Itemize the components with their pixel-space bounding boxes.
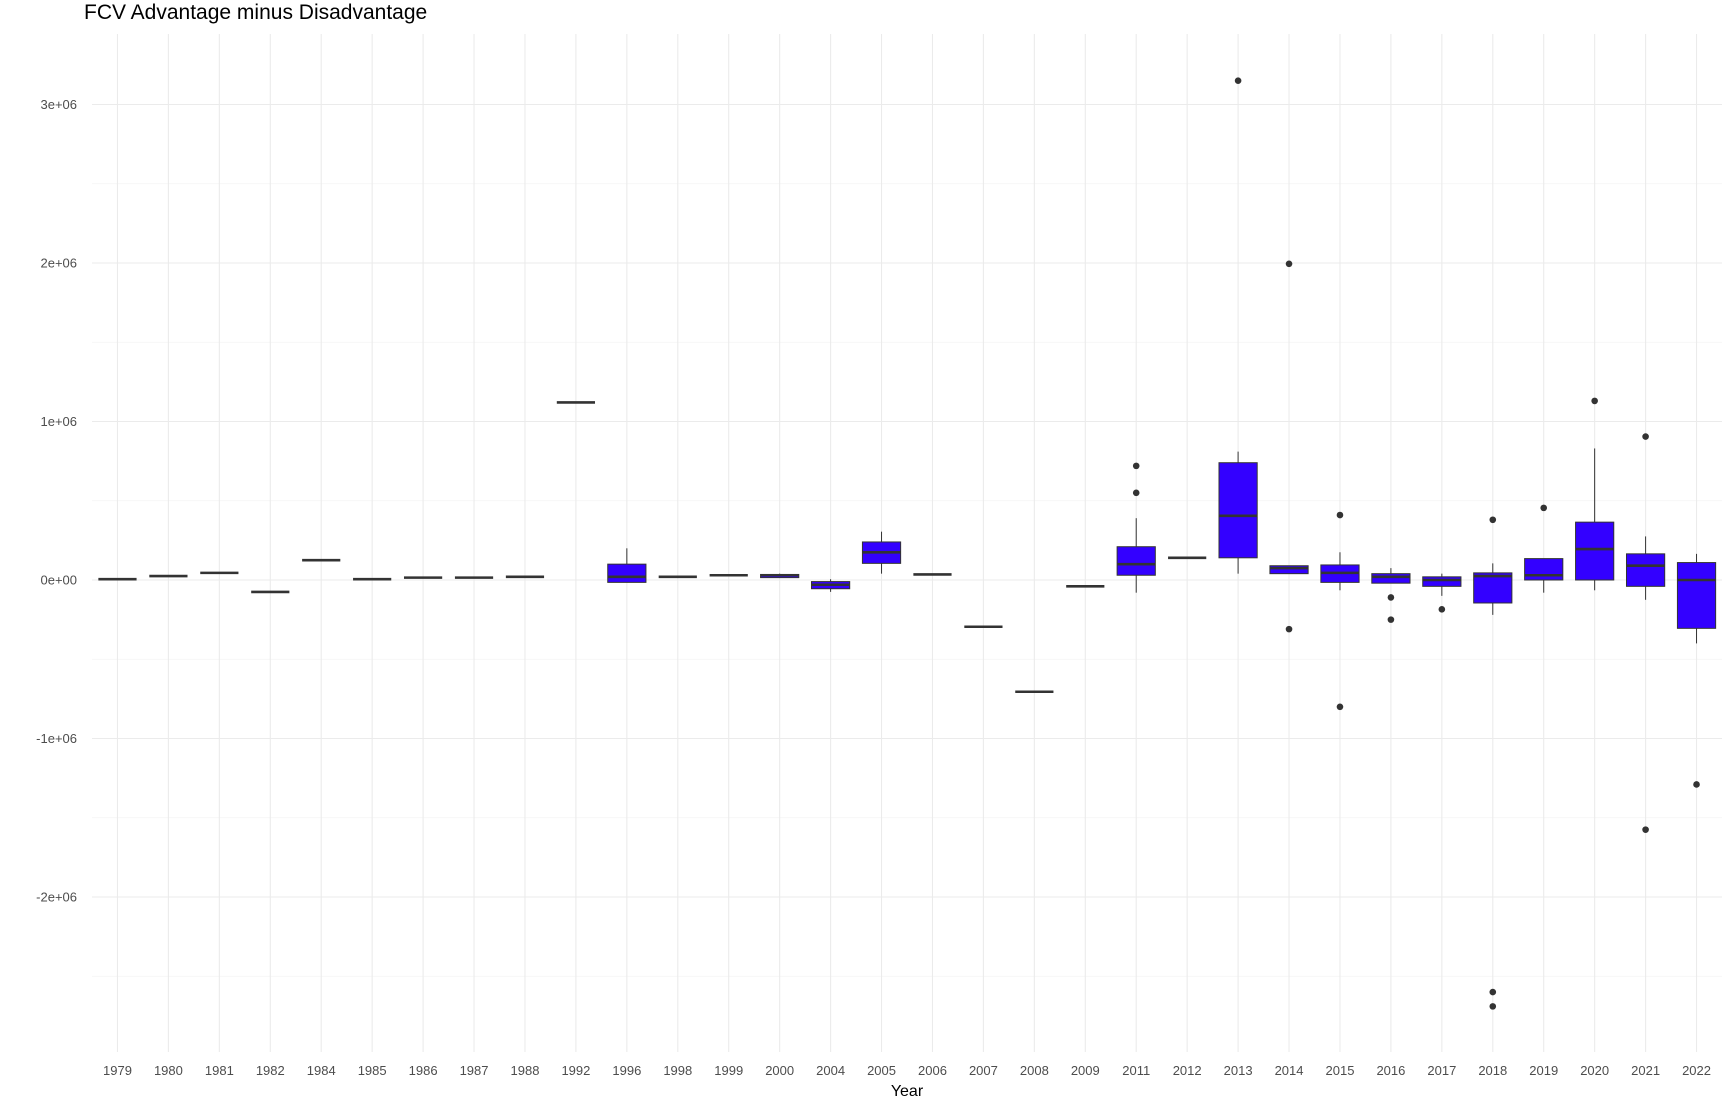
outlier-point bbox=[1336, 703, 1344, 711]
x-tick-label: 1984 bbox=[307, 1063, 336, 1078]
x-tick-label: 1988 bbox=[511, 1063, 540, 1078]
box-2014 bbox=[1269, 260, 1309, 633]
outlier-point bbox=[1132, 489, 1140, 497]
x-tick-label: 1998 bbox=[663, 1063, 692, 1078]
x-tick-label: 2009 bbox=[1071, 1063, 1100, 1078]
box-2013 bbox=[1218, 77, 1258, 574]
x-tick-label: 2021 bbox=[1631, 1063, 1660, 1078]
box-2000 bbox=[760, 573, 800, 579]
box-2004 bbox=[810, 579, 851, 592]
box-2016 bbox=[1371, 568, 1411, 623]
box-iqr bbox=[1473, 572, 1513, 604]
x-tick-label: 2020 bbox=[1580, 1063, 1609, 1078]
outlier-point bbox=[1438, 606, 1446, 613]
outlier-point bbox=[1234, 77, 1242, 85]
x-tick-label: 1992 bbox=[561, 1063, 590, 1078]
box-iqr bbox=[1218, 462, 1258, 559]
box-1996 bbox=[607, 548, 647, 583]
outlier-point bbox=[1285, 260, 1293, 268]
x-tick-label: 1980 bbox=[154, 1063, 183, 1078]
box-2017 bbox=[1422, 573, 1462, 613]
y-tick-label: -1e+06 bbox=[36, 731, 77, 746]
x-tick-label: 1986 bbox=[409, 1063, 438, 1078]
x-tick-label: 2004 bbox=[816, 1063, 845, 1078]
x-tick-label: 2006 bbox=[918, 1063, 947, 1078]
outlier-point bbox=[1132, 462, 1140, 470]
x-tick-label: 1999 bbox=[714, 1063, 743, 1078]
outlier-point bbox=[1336, 511, 1344, 519]
x-axis-title: Year bbox=[891, 1083, 924, 1098]
boxplot-series bbox=[98, 77, 1717, 1010]
box-iqr bbox=[607, 563, 647, 583]
x-tick-label: 2013 bbox=[1224, 1063, 1253, 1078]
box-2020 bbox=[1575, 397, 1615, 591]
box-2015 bbox=[1320, 511, 1360, 711]
x-tick-label: 2018 bbox=[1478, 1063, 1507, 1078]
box-iqr bbox=[1575, 521, 1615, 581]
x-axis-tick-labels: 1979 1980 1981 1982 1984 1985 1986 1987 1988 1992… bbox=[103, 1063, 1711, 1078]
outlier-point bbox=[1642, 433, 1649, 440]
x-tick-label: 2008 bbox=[1020, 1063, 1049, 1078]
x-tick-label: 2005 bbox=[867, 1063, 896, 1078]
x-tick-label: 2017 bbox=[1427, 1063, 1456, 1078]
y-tick-label: 3e+06 bbox=[40, 97, 77, 112]
box-2011 bbox=[1116, 462, 1156, 593]
chart-title: FCV Advantage minus Disadvantage bbox=[84, 1, 428, 24]
y-tick-label: 1e+06 bbox=[40, 414, 77, 429]
x-tick-label: 2012 bbox=[1173, 1063, 1202, 1078]
box-iqr bbox=[1269, 565, 1309, 575]
x-tick-label: 2007 bbox=[969, 1063, 998, 1078]
x-tick-label: 2011 bbox=[1122, 1063, 1150, 1078]
box-iqr bbox=[1422, 576, 1462, 587]
x-tick-label: 2000 bbox=[765, 1063, 794, 1078]
y-tick-label: -2e+06 bbox=[36, 890, 77, 905]
y-axis-tick-labels: -2e+06 -1e+06 0e+00 1e+06 2e+06 3e+06 bbox=[36, 97, 77, 905]
outlier-point bbox=[1489, 1003, 1497, 1010]
x-tick-label: 1996 bbox=[612, 1063, 641, 1078]
box-iqr bbox=[1676, 562, 1717, 629]
x-tick-label: 1982 bbox=[256, 1063, 285, 1078]
box-2005 bbox=[861, 531, 902, 574]
box-2022 bbox=[1676, 553, 1717, 788]
box-2018 bbox=[1473, 516, 1513, 1010]
grid bbox=[92, 34, 1722, 1052]
box-iqr bbox=[1371, 573, 1411, 584]
x-tick-label: 2022 bbox=[1682, 1063, 1711, 1078]
x-tick-label: 2019 bbox=[1529, 1063, 1558, 1078]
outlier-point bbox=[1489, 988, 1497, 996]
y-tick-label: 0e+00 bbox=[40, 573, 77, 588]
box-2021 bbox=[1625, 433, 1666, 833]
outlier-point bbox=[1387, 594, 1395, 601]
x-tick-label: 2015 bbox=[1326, 1063, 1355, 1078]
outlier-point bbox=[1540, 504, 1548, 512]
outlier-point bbox=[1642, 826, 1649, 833]
x-tick-label: 2016 bbox=[1376, 1063, 1405, 1078]
box-iqr bbox=[1625, 553, 1666, 587]
x-tick-label: 1979 bbox=[103, 1063, 132, 1078]
x-tick-label: 1985 bbox=[358, 1063, 387, 1078]
outlier-point bbox=[1489, 516, 1497, 524]
x-tick-label: 2014 bbox=[1275, 1063, 1304, 1078]
outlier-point bbox=[1693, 781, 1700, 788]
x-tick-label: 1987 bbox=[460, 1063, 489, 1078]
box-iqr bbox=[1116, 546, 1156, 576]
x-tick-label: 1981 bbox=[205, 1063, 234, 1078]
box-iqr bbox=[1524, 558, 1564, 581]
outlier-point bbox=[1285, 625, 1293, 633]
box-2019 bbox=[1524, 504, 1564, 593]
outlier-point bbox=[1591, 397, 1598, 405]
outlier-point bbox=[1387, 616, 1395, 623]
y-tick-label: 2e+06 bbox=[40, 256, 77, 271]
